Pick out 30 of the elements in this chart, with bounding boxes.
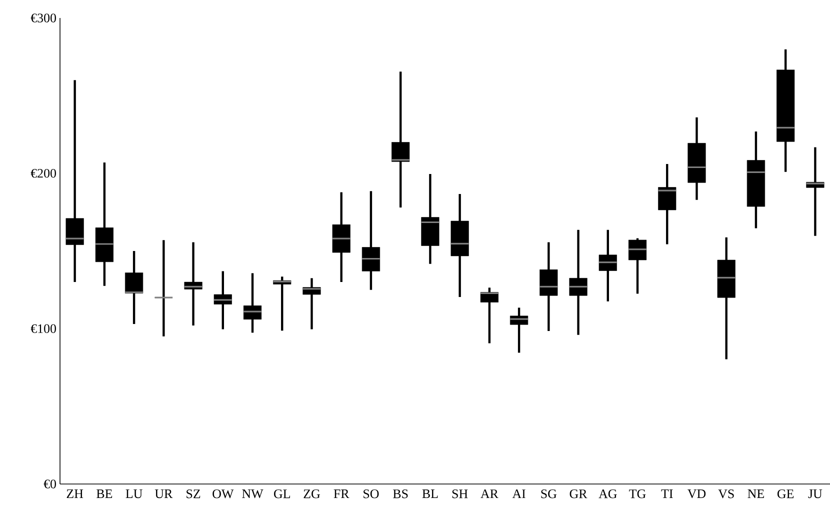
y-tick-label: €200 [30,168,56,178]
x-tick-label: BL [422,490,438,498]
x-tick-label: VD [688,490,706,498]
x-tick-label: ZH [66,490,84,498]
x-tick-label: SH [452,490,468,498]
x-tick-label: VS [718,490,734,498]
x-tick-label: TI [661,490,673,498]
y-tick-label: €100 [30,324,56,334]
x-tick-label: LU [126,490,142,498]
x-tick-label: GE [777,490,794,498]
x-tick-label: OW [212,490,234,498]
x-tick-label: AR [480,490,498,498]
x-tick-label: FR [334,490,350,498]
x-tick-label: GL [274,490,290,498]
x-tick-label: SO [364,490,379,498]
x-tick-label: JU [808,490,822,498]
x-tick-label: AG [598,490,617,498]
x-tick-label: BS [393,490,408,498]
x-tick-label: SG [541,490,557,498]
x-tick-label: NE [748,490,764,498]
x-tick-label: NW [242,490,264,498]
x-tick-label: ZG [304,490,320,498]
y-tick-label: €300 [30,14,56,22]
x-tick-label: UR [154,490,173,498]
x-tick-label: SZ [186,490,200,498]
y-tick-label: €0 [44,480,56,488]
x-tick-label: GR [570,490,588,498]
x-tick-label: TG [629,490,646,498]
x-tick-label: BE [96,490,112,498]
x-tick-label: AI [512,490,526,498]
